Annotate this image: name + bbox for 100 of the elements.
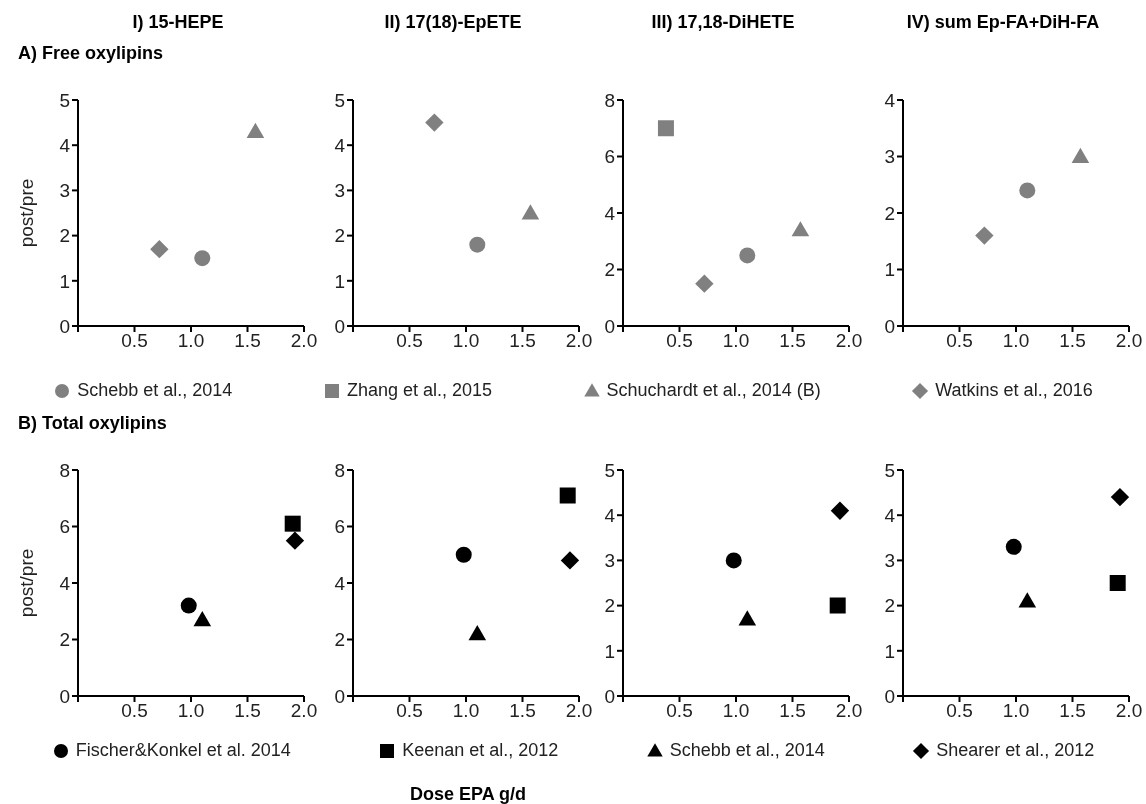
legend-label: Zhang et al., 2015 [346, 380, 493, 401]
point [455, 546, 472, 563]
x-tick-label: 1.5 [1059, 700, 1086, 722]
x-tick-label: 0.5 [121, 700, 148, 722]
point [246, 122, 265, 139]
y-tick-label: 1 [59, 270, 70, 292]
x-tick-label: 0.5 [946, 330, 973, 352]
point [1019, 182, 1036, 199]
point [725, 552, 742, 569]
x-tick-label: 2.0 [835, 700, 863, 722]
y-tick-label: 6 [334, 516, 345, 538]
y-tick-label: 8 [604, 89, 615, 111]
point [657, 120, 674, 137]
y-tick-label: 4 [884, 504, 896, 526]
y-tick-label: 2 [884, 202, 895, 224]
point [521, 204, 540, 220]
y-tick-label: 0 [59, 685, 70, 707]
point [469, 236, 486, 253]
x-tick-label: 1.5 [779, 330, 806, 352]
y-tick-label: 1 [884, 259, 895, 281]
chart-subtitle: B) Total oxylipins [18, 413, 167, 434]
y-tick-label: 5 [59, 89, 70, 111]
point [791, 221, 810, 237]
point [559, 487, 576, 504]
y-axis-title: post/pre [15, 548, 37, 618]
point [425, 113, 444, 132]
y-tick-label: 5 [884, 459, 895, 481]
point [739, 247, 756, 264]
y-tick-label: 4 [604, 202, 616, 224]
x-tick-label: 0.5 [666, 330, 693, 352]
point [1018, 592, 1037, 608]
y-tick-label: 3 [884, 550, 895, 572]
x-tick-label: 0.5 [396, 700, 423, 722]
y-tick-label: 2 [884, 595, 895, 617]
x-tick-label: 0.5 [946, 700, 973, 722]
x-tick-label: 2.0 [290, 700, 318, 722]
x-tick-label: 1.5 [234, 330, 261, 352]
y-tick-label: 2 [604, 595, 615, 617]
y-tick-label: 4 [59, 572, 71, 594]
x-tick-label: 2.0 [1115, 330, 1143, 352]
x-tick-label: 1.0 [452, 330, 480, 352]
x-tick-label: 1.0 [177, 330, 205, 352]
y-tick-label: 4 [604, 504, 616, 526]
point [1005, 538, 1022, 555]
point [738, 610, 757, 626]
y-tick-label: 3 [334, 180, 345, 202]
point [180, 597, 197, 614]
y-tick-label: 0 [884, 685, 895, 707]
y-tick-label: 0 [604, 315, 615, 337]
legend-label: Keenan et al., 2012 [402, 740, 559, 761]
point [975, 226, 994, 245]
x-tick-label: 1.5 [234, 700, 261, 722]
x-tick-label: 2.0 [565, 330, 593, 352]
legend-label: Watkins et al., 2016 [935, 380, 1093, 401]
point [285, 531, 304, 550]
y-tick-label: 2 [59, 225, 70, 247]
x-tick-label: 0.5 [121, 330, 148, 352]
point [194, 250, 211, 267]
y-tick-label: 4 [59, 134, 71, 156]
legend-label: Schebb et al., 2014 [669, 740, 825, 761]
point [468, 625, 487, 641]
x-tick-label: 1.0 [452, 700, 480, 722]
point [1110, 487, 1129, 507]
x-tick-label: 0.5 [396, 330, 423, 352]
y-tick-label: 1 [334, 270, 345, 292]
x-tick-label: 2.0 [290, 330, 318, 352]
x-axis-title: Dose EPA g/d [409, 784, 527, 804]
x-tick-label: 1.5 [779, 700, 806, 722]
x-tick-label: 1.0 [1002, 330, 1030, 352]
chart-subtitle: A) Free oxylipins [18, 43, 164, 64]
legend-label: Schebb et al., 2014 [77, 380, 233, 401]
point [695, 274, 714, 293]
x-tick-label: 2.0 [1115, 700, 1143, 722]
x-tick-label: 1.5 [1059, 330, 1086, 352]
x-tick-label: 1.5 [509, 330, 536, 352]
y-tick-label: 6 [604, 146, 615, 168]
y-axis-title: post/pre [15, 178, 37, 248]
y-tick-label: 0 [334, 315, 345, 337]
point [284, 515, 301, 532]
legend-label: Shearer et al., 2012 [936, 740, 1095, 761]
x-tick-label: 1.0 [722, 700, 750, 722]
legend-label: Schuchardt et al., 2014 (B) [606, 380, 821, 401]
y-tick-label: 0 [604, 685, 615, 707]
y-tick-label: 1 [884, 640, 895, 662]
point [1109, 575, 1126, 591]
point [193, 610, 212, 627]
point [560, 551, 579, 570]
chart-title: IV) sum Ep-FA+DiH-FA [905, 12, 1101, 33]
y-tick-label: 1 [604, 640, 615, 662]
y-tick-label: 3 [59, 180, 70, 202]
x-tick-label: 1.0 [177, 700, 205, 722]
y-tick-label: 2 [334, 225, 345, 247]
x-tick-label: 0.5 [666, 700, 693, 722]
y-tick-label: 8 [59, 459, 70, 481]
y-tick-label: 5 [604, 459, 615, 481]
y-tick-label: 4 [884, 89, 896, 111]
y-tick-label: 5 [334, 89, 345, 111]
x-tick-label: 1.0 [722, 330, 750, 352]
chart-title: I) 15-HEPE [131, 12, 225, 33]
x-tick-label: 1.5 [509, 700, 536, 722]
